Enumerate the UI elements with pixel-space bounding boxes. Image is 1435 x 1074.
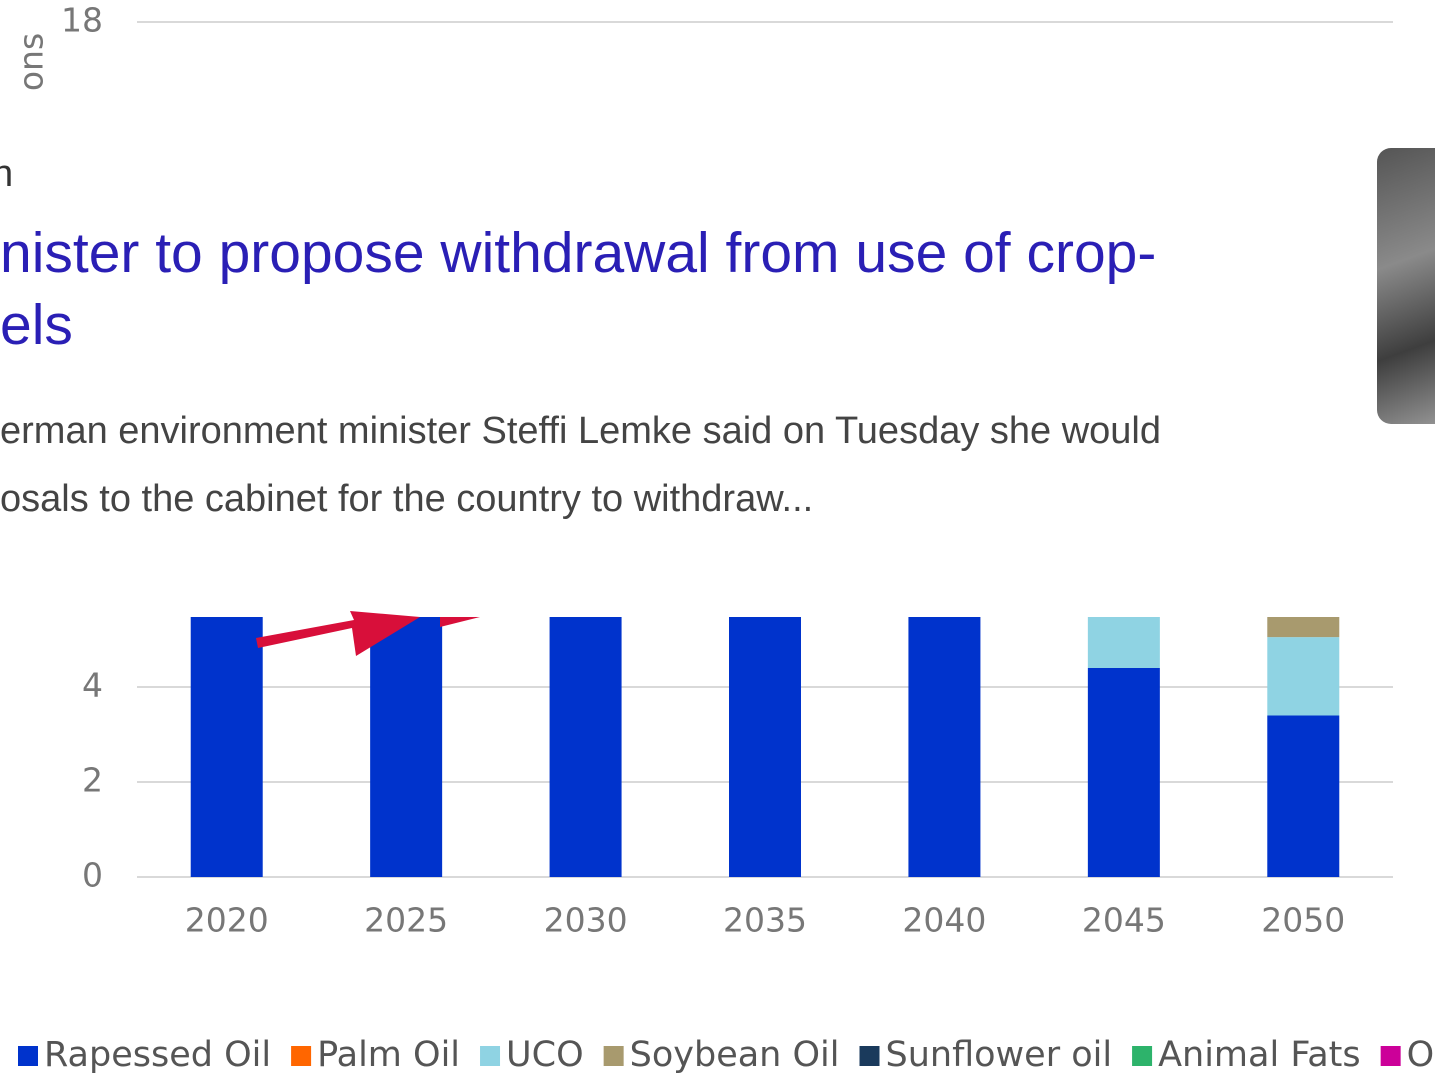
- legend-label: Rapessed Oil: [44, 1035, 271, 1074]
- x-tick-label: 2030: [544, 901, 628, 940]
- y-tick-label: 18: [61, 1, 103, 40]
- y-tick-label: 2: [82, 761, 103, 800]
- x-tick-label: 2045: [1082, 901, 1166, 940]
- x-tick-label: 2020: [185, 901, 269, 940]
- x-tick-label: 2050: [1261, 901, 1345, 940]
- snippet-line: erman environment minister Steffi Lemke …: [0, 410, 1162, 452]
- legend-swatch: [480, 1046, 501, 1066]
- news-source: n: [0, 153, 14, 195]
- bar-segment: [1267, 637, 1340, 716]
- y-tick-label: 0: [82, 856, 103, 895]
- legend-swatch: [291, 1046, 312, 1066]
- legend-label: Others: [1407, 1035, 1435, 1074]
- snippet-line: osals to the cabinet for the country to …: [0, 478, 814, 520]
- legend-swatch: [859, 1046, 880, 1066]
- legend-label: Soybean Oil: [630, 1035, 840, 1074]
- legend-swatch: [603, 1046, 624, 1066]
- legend-label: UCO: [506, 1035, 584, 1074]
- legend-swatch: [1380, 1046, 1401, 1066]
- news-snippet: erman environment minister Steffi Lemke …: [0, 397, 1161, 533]
- news-thumbnail[interactable]: [1377, 148, 1435, 424]
- x-tick-label: 2035: [723, 901, 807, 940]
- title-line: nister to propose withdrawal from use of…: [0, 221, 1157, 285]
- legend-label: Animal Fats: [1158, 1035, 1361, 1074]
- title-line: els: [0, 293, 73, 357]
- legend-label: Palm Oil: [317, 1035, 460, 1074]
- legend-swatch: [18, 1046, 38, 1066]
- bar-segment: [1087, 668, 1160, 877]
- news-card[interactable]: n nister to propose withdrawal from use …: [0, 105, 1435, 617]
- news-title[interactable]: nister to propose withdrawal from use of…: [0, 217, 1156, 361]
- y-tick-label: 4: [82, 666, 103, 705]
- legend-swatch: [1132, 1046, 1153, 1066]
- y-axis-label: ons: [12, 33, 51, 91]
- x-tick-label: 2025: [364, 901, 448, 940]
- bar-segment: [1267, 715, 1340, 877]
- x-tick-label: 2040: [902, 901, 986, 940]
- legend-label: Sunflower oil: [886, 1035, 1113, 1074]
